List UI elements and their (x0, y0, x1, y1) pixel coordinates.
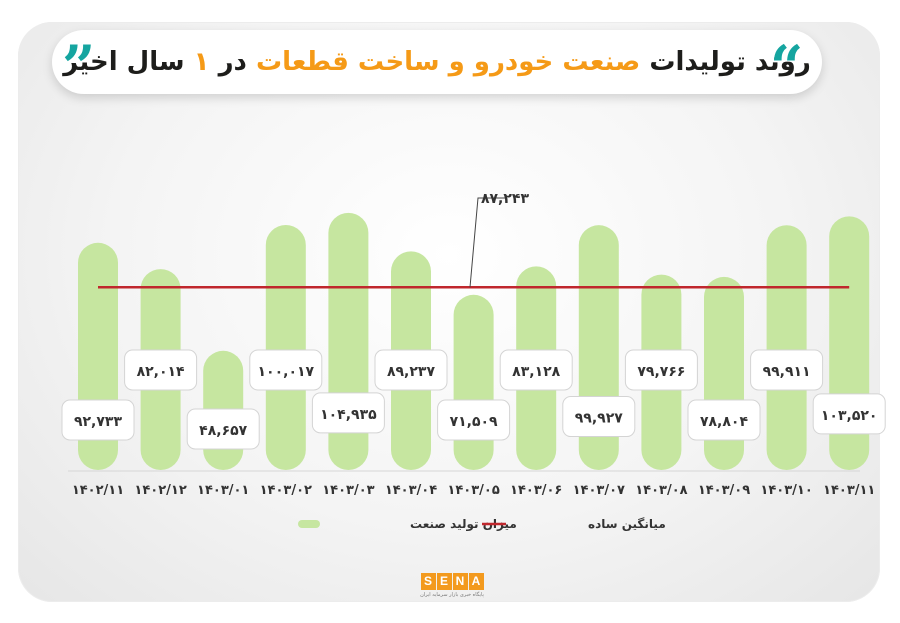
data-label-box (687, 399, 761, 441)
data-label: ۷۱,۵۰۹ (450, 414, 498, 430)
x-tick-label: ۱۴۰۳/۰۶ (510, 483, 562, 498)
title-banner: روند تولیدات صنعت خودرو و ساخت قطعات در … (52, 30, 822, 94)
data-label: ۸۳,۱۲۸ (512, 364, 560, 380)
x-tick-label: ۱۴۰۲/۱۲ (134, 483, 186, 498)
data-label-box (61, 399, 135, 441)
x-tick-label: ۱۴۰۳/۰۵ (447, 483, 499, 498)
data-label: ۷۹,۷۶۶ (637, 364, 685, 380)
data-label: ۸۹,۲۳۷ (387, 364, 435, 380)
x-tick-label: ۱۴۰۳/۰۷ (573, 483, 625, 498)
data-label: ۹۲,۷۳۳ (74, 414, 122, 430)
data-label-box (124, 349, 198, 391)
title-part1: روند تولیدات (649, 47, 811, 77)
data-label: ۴۸,۶۵۷ (199, 423, 247, 439)
logo-tagline: پایگاه خبری بازار سرمایه ایران (420, 592, 484, 598)
data-label-box (374, 349, 448, 391)
bar (265, 224, 306, 470)
data-label: ۱۰۴,۹۳۵ (320, 407, 377, 423)
title-part5: سال اخیر (63, 47, 185, 77)
x-tick-label: ۱۴۰۳/۰۲ (260, 483, 312, 498)
x-tick-label: ۱۴۰۳/۰۸ (635, 483, 687, 498)
logo-letter: E (436, 573, 452, 590)
legend-bar-label: میزان تولید صنعت (410, 517, 517, 532)
data-label: ۷۸,۸۰۴ (700, 414, 748, 430)
data-label-box (186, 408, 260, 450)
data-label-box (437, 399, 511, 441)
logo-letter: A (468, 573, 484, 590)
data-label: ۱۰۰,۰۱۷ (258, 364, 315, 380)
x-tick-label: ۱۴۰۳/۰۳ (322, 483, 374, 498)
x-tick-label: ۱۴۰۳/۰۴ (385, 483, 437, 498)
x-tick-label: ۱۴۰۳/۰۹ (698, 483, 750, 498)
legend-bar-swatch (298, 520, 320, 528)
x-tick-label: ۱۴۰۳/۰۱ (197, 483, 249, 498)
bar (766, 225, 807, 470)
data-label-box (499, 349, 573, 391)
data-label-box (249, 349, 323, 391)
data-label-box (812, 393, 886, 435)
logo-letter: N (452, 573, 468, 590)
chart-title: روند تولیدات صنعت خودرو و ساخت قطعات در … (63, 47, 811, 77)
data-label: ۹۹,۹۲۷ (575, 411, 623, 427)
title-part4: ۱ (193, 47, 210, 77)
quote-close-icon: “ (770, 33, 804, 101)
data-label: ۱۰۳,۵۲۰ (821, 408, 878, 424)
data-label: ۸۲,۰۱۴ (137, 364, 185, 380)
data-label-box (562, 396, 636, 438)
average-leader-line (469, 197, 505, 288)
quote-open-icon: ” (62, 33, 96, 101)
average-label: ۸۷,۲۴۳ (481, 191, 529, 207)
data-label: ۹۹,۹۱۱ (763, 364, 811, 380)
bar (704, 276, 744, 470)
x-tick-label: ۱۴۰۲/۱۱ (72, 483, 124, 498)
x-tick-label: ۱۴۰۳/۱۰ (760, 483, 812, 498)
legend-line-label: میانگین ساده (588, 517, 666, 531)
bar (453, 294, 494, 470)
data-label-box (311, 392, 385, 434)
logo-letter: S (420, 573, 436, 590)
title-part2: صنعت خودرو و ساخت قطعات (255, 47, 641, 77)
data-label-box (624, 349, 698, 391)
x-tick-label: ۱۴۰۳/۱۱ (823, 483, 875, 498)
title-part3: در (218, 47, 247, 77)
data-label-box (750, 349, 824, 391)
